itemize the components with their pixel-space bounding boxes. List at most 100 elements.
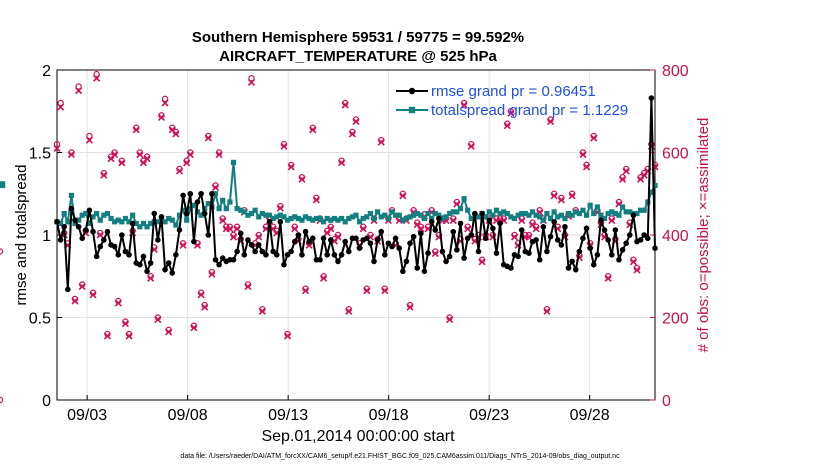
legend: rmse grand pr = 0.96451 totalspread gran… (396, 83, 628, 119)
rmse-point (263, 252, 269, 258)
totalspread-point (317, 215, 323, 222)
rmse-point (562, 223, 568, 230)
totalspread-point (353, 212, 359, 218)
rmse-point (587, 245, 593, 251)
obs-assimilated-marker (302, 287, 310, 295)
obs-assimilated-marker (503, 122, 511, 130)
totalspread-point (389, 209, 395, 215)
totalspread-point (443, 214, 449, 220)
obs-assimilated-marker (78, 282, 86, 291)
totalspread-point (302, 214, 309, 220)
obs-assimilated-marker (197, 291, 205, 299)
totalspread-point (162, 219, 168, 225)
obs-assimilated-marker (341, 101, 349, 109)
obs-assimilated-marker (244, 282, 252, 291)
y-left-tick-label: 1 (42, 228, 51, 245)
obs-assimilated-marker (532, 225, 540, 233)
obs-assimilated-marker (154, 315, 162, 324)
rmse-point (245, 237, 251, 243)
totalspread-point (583, 212, 590, 218)
obs-assimilated-marker (557, 196, 565, 204)
totalspread-point (133, 220, 139, 227)
totalspread-point (288, 215, 294, 222)
rmse-point (457, 220, 464, 227)
totalspread-point (112, 219, 118, 225)
rmse-point (54, 219, 60, 225)
totalspread-point (97, 217, 103, 223)
rmse-point (219, 255, 226, 261)
totalspread-point (90, 214, 96, 220)
obs-assimilated-marker (147, 274, 155, 282)
totalspread-point (263, 212, 269, 218)
totalspread-point (411, 212, 417, 218)
totalspread-point (86, 220, 93, 227)
totalspread-point (605, 210, 611, 217)
rmse-point (641, 232, 647, 238)
totalspread-point (529, 209, 536, 215)
rmse-point (493, 250, 500, 256)
totalspread-point (166, 215, 172, 222)
rmse-point (83, 227, 89, 233)
rmse-point (454, 247, 460, 253)
obs-assimilated-marker (165, 328, 173, 336)
obs-assimilated-marker (255, 233, 263, 241)
obs-assimilated-marker (622, 167, 630, 175)
rmse-point (317, 256, 323, 263)
rmse-point (382, 252, 388, 258)
rmse-point (396, 245, 403, 251)
totalspread-point (108, 215, 114, 222)
obs-assimilated-marker (309, 126, 317, 134)
obs-assimilated-marker (219, 216, 227, 225)
rmse-point (608, 252, 615, 258)
totalspread-point (68, 192, 75, 198)
totalspread-point (432, 210, 438, 217)
totalspread-point (486, 209, 492, 215)
rmse-point (158, 214, 165, 220)
rmse-point (385, 240, 392, 247)
rmse-point (626, 232, 633, 238)
obs-assimilated-marker (546, 117, 555, 126)
obs-assimilated-marker (233, 225, 241, 233)
totalspread-point (137, 224, 143, 230)
totalspread-point (173, 222, 179, 228)
rmse-point (122, 248, 129, 255)
totalspread-point (515, 212, 521, 218)
rmse-point (291, 238, 298, 245)
rmse-point (583, 225, 590, 232)
totalspread-point (454, 209, 460, 215)
rmse-point (601, 227, 608, 233)
obs-assimilated-marker (172, 130, 180, 138)
totalspread-point (187, 206, 193, 212)
obs-assimilated-marker (103, 332, 111, 340)
totalspread-point (227, 199, 233, 205)
totalspread-point (101, 212, 107, 218)
rmse-point (187, 190, 194, 197)
totalspread-point (184, 217, 190, 223)
rmse-point (644, 235, 651, 242)
obs-assimilated-marker (287, 163, 295, 171)
obs-assimilated-marker (352, 117, 360, 126)
obs-assimilated-marker (201, 303, 209, 311)
totalspread-point (526, 212, 532, 218)
totalspread-point (421, 215, 428, 222)
obs-assimilated-marker (464, 225, 472, 233)
totalspread-point (580, 207, 586, 213)
rmse-point (255, 242, 262, 248)
rmse-point (616, 256, 622, 263)
totalspread-point (587, 202, 593, 208)
rmse-point (230, 256, 237, 263)
obs-possible-marker (75, 83, 82, 90)
rmse-point (623, 240, 629, 247)
rmse-point (281, 261, 287, 268)
obs-assimilated-marker (226, 225, 234, 233)
rmse-point (234, 248, 240, 255)
totalspread-point (519, 210, 525, 217)
obs-assimilated-marker (276, 204, 284, 212)
rmse-point (371, 258, 377, 265)
totalspread-point (418, 212, 424, 218)
totalspread-point (328, 217, 334, 223)
totalspread-point (461, 196, 467, 202)
rmse-point (637, 237, 644, 243)
totalspread-point (216, 206, 222, 212)
totalspread-point (591, 210, 597, 217)
